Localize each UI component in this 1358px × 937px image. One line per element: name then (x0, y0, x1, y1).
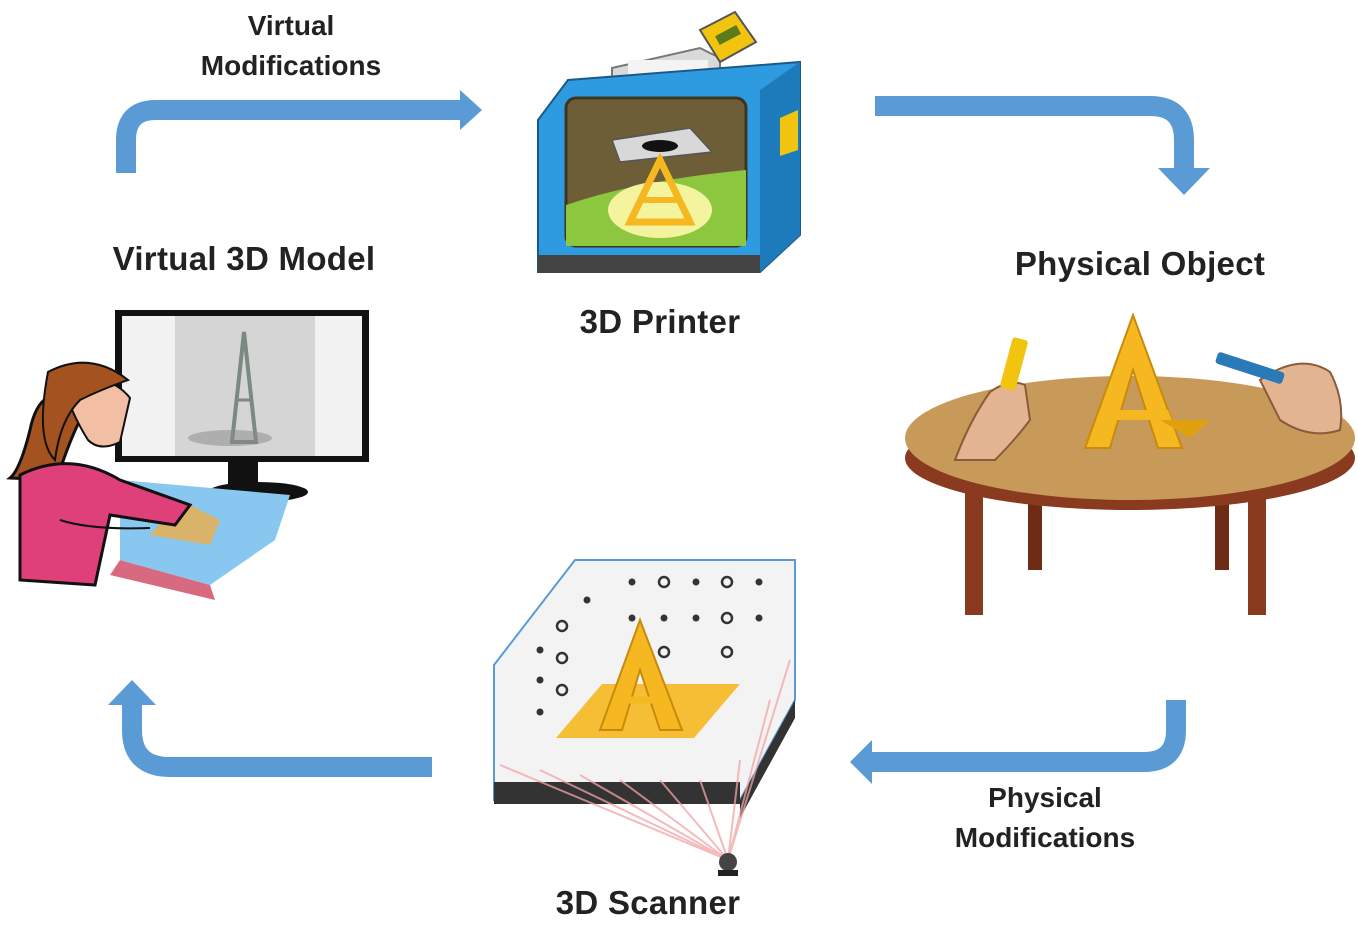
arrow-printer-to-object (875, 96, 1194, 172)
arrow-object-to-scanner (872, 700, 1186, 772)
physical-mods-line2: Modifications (954, 822, 1136, 853)
arrow-scanner-to-model (122, 705, 432, 777)
virtual-mods-label: Virtual Modifications (168, 6, 414, 86)
physical-mods-label: Physical Modifications (920, 778, 1170, 858)
node-printer: 3D Printer (579, 303, 741, 340)
node-virtual-model: Virtual 3D Model (112, 240, 376, 277)
arrow-head-right (460, 90, 482, 130)
arrow-head-up (108, 680, 156, 705)
arrow-head-left (850, 740, 872, 784)
virtual-mods-line1: Virtual (247, 10, 335, 41)
node-physical-object: Physical Object (1014, 245, 1266, 282)
arrow-model-to-printer (116, 100, 460, 173)
physical-mods-line1: Physical (988, 782, 1102, 813)
node-scanner: 3D Scanner (555, 884, 741, 921)
virtual-mods-line2: Modifications (200, 50, 382, 81)
arrow-head-down (1158, 168, 1210, 195)
